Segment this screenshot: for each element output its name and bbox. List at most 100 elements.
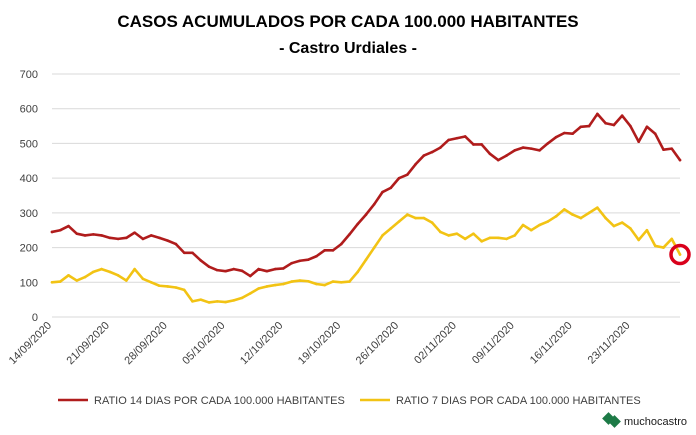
data-point: [215, 268, 219, 272]
data-point: [232, 299, 236, 302]
data-point: [240, 296, 244, 300]
data-point: [215, 300, 219, 303]
x-tick-label: 26/10/2020: [354, 320, 401, 367]
data-point: [381, 190, 384, 194]
data-point: [116, 237, 120, 241]
data-point: [323, 249, 326, 252]
data-point: [290, 261, 293, 265]
data-point: [58, 228, 62, 232]
legend: RATIO 14 DIAS POR CADA 100.000 HABITANTE…: [58, 395, 641, 407]
data-point: [282, 282, 285, 286]
data-point: [472, 232, 475, 235]
data-point: [629, 227, 632, 230]
data-point: [587, 211, 591, 215]
x-axis-ticks: 14/09/2020 21/09/2020 28/09/2020 05/10/2020…: [7, 320, 633, 367]
data-point: [637, 140, 640, 143]
data-point: [174, 242, 178, 246]
data-point: [406, 173, 409, 176]
data-point: [372, 246, 376, 249]
data-point: [149, 234, 153, 237]
data-point: [58, 280, 62, 283]
y-tick-label: 600: [20, 104, 38, 116]
data-point: [513, 149, 517, 152]
data-point: [554, 215, 558, 218]
data-point: [571, 132, 574, 136]
data-point: [670, 147, 674, 150]
data-point: [364, 213, 368, 216]
data-point: [662, 148, 665, 151]
data-point: [323, 283, 326, 287]
data-point: [83, 275, 87, 279]
series-line: [50, 206, 682, 304]
x-tick-label: 21/09/2020: [65, 320, 112, 367]
data-point: [298, 259, 302, 263]
data-point: [447, 138, 450, 142]
data-point: [455, 136, 459, 140]
x-tick-label: 19/10/2020: [296, 320, 343, 367]
data-point: [381, 234, 384, 237]
y-tick-label: 0: [32, 312, 38, 324]
y-tick-label: 400: [20, 173, 38, 185]
data-point: [645, 125, 649, 129]
data-point: [604, 121, 607, 125]
data-point: [356, 222, 360, 226]
data-point: [554, 135, 558, 139]
data-point: [480, 143, 483, 146]
brand-name: muchocastro: [624, 416, 687, 428]
data-point: [579, 125, 583, 129]
data-point: [397, 176, 401, 180]
data-point: [75, 232, 79, 235]
data-point: [629, 124, 632, 128]
data-point: [538, 149, 541, 152]
data-point: [83, 234, 87, 237]
data-point: [100, 234, 103, 237]
data-point: [108, 236, 112, 240]
data-point: [579, 216, 583, 220]
highlight-circle: [669, 243, 691, 266]
data-point: [257, 267, 260, 271]
brand-logo: muchocastro: [602, 412, 687, 428]
data-point: [166, 285, 169, 288]
data-point: [488, 152, 492, 156]
data-point: [207, 265, 211, 268]
data-point: [158, 284, 161, 288]
data-point: [521, 223, 525, 227]
data-point: [174, 286, 178, 289]
data-point: [50, 230, 54, 234]
y-tick-label: 300: [20, 208, 38, 220]
y-axis-ticks: 0 100 200 300 400 500 600 700: [20, 69, 38, 324]
series-lines: [50, 112, 682, 304]
data-point: [92, 233, 95, 236]
y-tick-label: 100: [20, 277, 38, 289]
data-point: [108, 270, 112, 274]
data-point: [653, 244, 657, 248]
data-point: [612, 123, 616, 127]
legend-label: RATIO 7 DIAS POR CADA 100.000 HABITANTES: [396, 395, 641, 407]
data-point: [678, 253, 682, 256]
y-tick-label: 700: [20, 69, 38, 81]
x-tick-label: 12/10/2020: [238, 320, 285, 367]
data-point: [273, 283, 277, 287]
data-point: [414, 162, 417, 166]
data-point: [414, 216, 417, 220]
data-point: [546, 142, 550, 145]
data-point: [496, 236, 500, 240]
brand-icon: [602, 412, 621, 428]
data-point: [306, 279, 310, 283]
data-point: [463, 237, 467, 241]
data-point: [141, 237, 145, 241]
data-point: [430, 221, 434, 224]
data-point: [232, 267, 236, 271]
data-point: [298, 279, 302, 282]
data-point: [563, 208, 566, 211]
data-point: [430, 150, 434, 154]
data-point: [662, 246, 665, 249]
y-tick-label: 200: [20, 243, 38, 255]
data-point: [125, 279, 128, 282]
series-1: [50, 112, 682, 278]
y-gridlines: [52, 73, 680, 318]
data-point: [422, 154, 426, 157]
data-point: [364, 258, 368, 262]
data-point: [133, 267, 136, 271]
data-point: [538, 223, 541, 227]
